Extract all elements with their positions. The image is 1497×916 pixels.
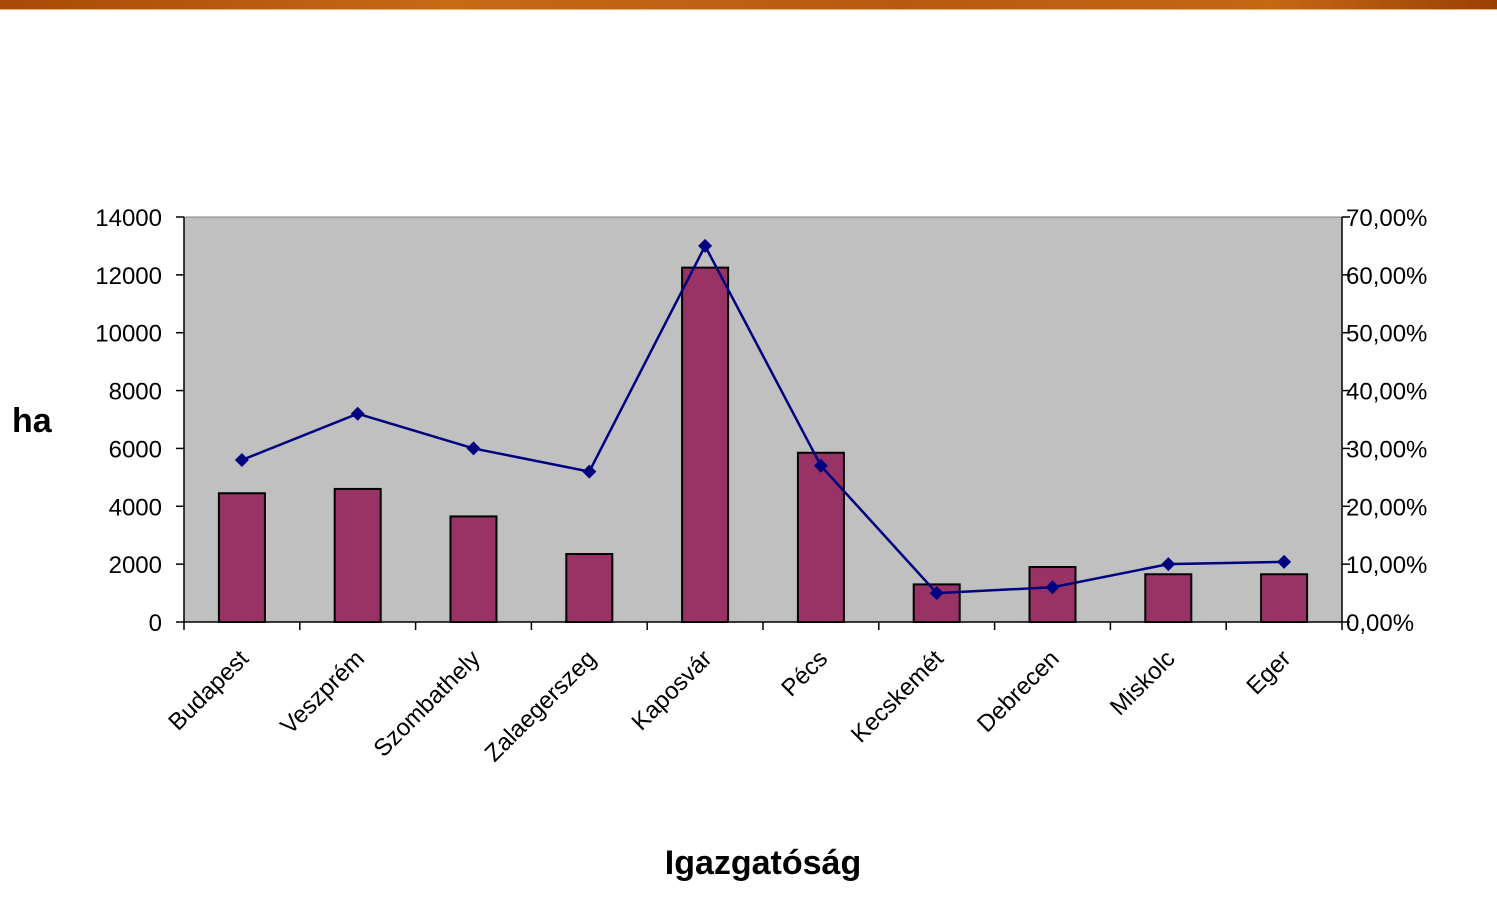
line-point [813,458,828,473]
line-series [234,238,1292,601]
top-decorative-bar [0,0,1497,9]
line-point [350,406,365,421]
x-tick-label: Debrecen [972,645,1065,738]
y2-axis-tick-labels: 0,00% 10,00% 20,00% 30,00% 40,00% 50,00% 60,00… [1346,205,1427,637]
y-tick-label: 8000 [109,379,162,406]
x-tick-label: Pécs [776,645,833,702]
bar [449,515,498,623]
y2-tick-label: 40,00% [1346,379,1427,406]
y-tick-label: 10000 [95,321,162,348]
bar [681,266,730,623]
x-axis-title: Igazgatóság [665,844,861,882]
line-point [929,586,944,601]
line-point [1277,554,1292,569]
line-point [698,238,713,253]
series-line [241,243,1285,595]
x-tick-label: Kaposvár [627,645,718,736]
y2-tick-label: 10,00% [1346,552,1427,579]
y2-tick-label: 30,00% [1346,436,1427,463]
y-tick-label: 4000 [109,494,162,521]
bar [565,553,614,624]
line-point [466,441,481,456]
bar [1028,566,1077,623]
y2-tick-label: 60,00% [1346,263,1427,290]
bar [217,492,266,623]
x-tick-label: Veszprém [275,645,370,740]
x-tick-label: Eger [1241,645,1296,700]
line-point [1161,557,1176,572]
x-tick-label: Zalaegerszeg [480,645,602,767]
bar [333,487,382,623]
x-tick-label: Kecskemét [846,645,949,748]
y-axis-tick-labels: 0 2000 4000 6000 8000 10000 12000 14000 [95,205,162,637]
y-tick-label: 2000 [109,552,162,579]
x-tick-label: Budapest [163,645,254,736]
axes [176,216,1350,630]
y-tick-label: 12000 [95,263,162,290]
y-tick-label: 14000 [95,205,162,232]
x-tick-label: Szombathely [369,645,486,762]
line-point [1045,580,1060,595]
y2-tick-label: 70,00% [1346,205,1427,232]
bar [1144,573,1193,624]
x-tick-label: Miskolc [1105,645,1181,721]
y-tick-label: 6000 [109,436,162,463]
top-decorative-line [0,9,1497,10]
line-point [582,464,597,479]
y2-tick-label: 20,00% [1346,494,1427,521]
y-axis-title: ha [12,402,53,440]
line-point [234,453,249,467]
bar [1260,573,1309,624]
y2-tick-label: 0,00% [1346,610,1414,637]
y-tick-label: 0 [149,610,162,637]
y2-tick-label: 50,00% [1346,321,1427,348]
bar [796,451,845,623]
